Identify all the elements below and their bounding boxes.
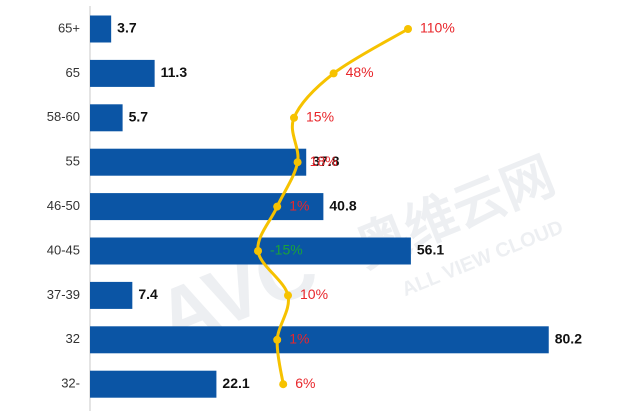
bar-value-label: 3.7 [117, 20, 137, 36]
growth-label: -15% [270, 242, 303, 258]
growth-label: 48% [346, 64, 374, 80]
growth-label: 18% [310, 153, 338, 169]
growth-label: 110% [420, 20, 455, 36]
growth-point [273, 335, 282, 344]
bar [90, 281, 133, 309]
growth-label: 6% [295, 375, 315, 391]
y-tick-label: 32- [61, 376, 80, 391]
bar-value-label: 37.8 [312, 153, 339, 169]
growth-label: 1% [289, 331, 309, 347]
y-tick-label: 40-45 [47, 242, 80, 257]
bar [90, 104, 123, 132]
growth-point [254, 247, 262, 255]
y-tick-label: 65 [66, 65, 80, 80]
growth-point [329, 69, 338, 78]
y-tick-label: 65+ [58, 20, 80, 35]
bar [90, 59, 155, 87]
bar [90, 15, 112, 43]
bar [90, 370, 217, 398]
growth-point [404, 25, 412, 33]
growth-point [284, 291, 292, 300]
growth-label: 10% [300, 286, 328, 302]
growth-point [273, 202, 282, 211]
bar-value-label: 5.7 [129, 109, 149, 125]
bar [90, 237, 411, 265]
y-tick-label: 37-39 [47, 287, 80, 302]
bar-value-label: 11.3 [161, 64, 188, 80]
y-tick-label: 32 [66, 331, 80, 346]
growth-point [279, 380, 288, 389]
bar [90, 326, 549, 354]
growth-label: 15% [306, 109, 334, 125]
bar-value-label: 56.1 [417, 242, 444, 258]
y-tick-label: 55 [66, 154, 80, 169]
bar-value-label: 40.8 [329, 197, 356, 213]
bar [90, 193, 324, 221]
y-tick-label: 46-50 [47, 198, 80, 213]
bar [90, 148, 307, 176]
growth-point [290, 113, 298, 122]
growth-point [293, 158, 302, 167]
bar-value-label: 22.1 [222, 375, 249, 391]
growth-label: 1% [289, 197, 309, 213]
bar-value-label: 7.4 [138, 286, 158, 302]
y-tick-label: 58-60 [47, 109, 80, 124]
bar-value-label: 80.2 [555, 331, 582, 347]
